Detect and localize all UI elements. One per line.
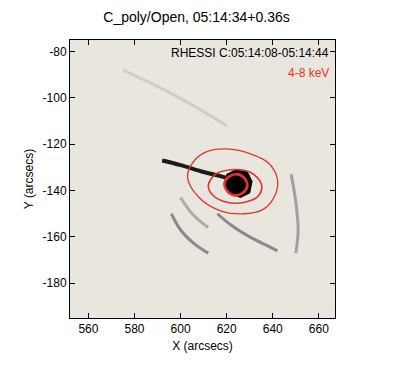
svg-text:560: 560 — [78, 322, 98, 336]
svg-text:4-8 keV: 4-8 keV — [288, 66, 329, 80]
svg-text:660: 660 — [309, 322, 329, 336]
svg-text:-120: -120 — [43, 137, 67, 151]
svg-text:-180: -180 — [43, 276, 67, 290]
svg-text:X (arcsecs): X (arcsecs) — [172, 339, 233, 353]
svg-text:-160: -160 — [43, 230, 67, 244]
svg-text:RHESSI C:05:14:08-05:14:44: RHESSI C:05:14:08-05:14:44 — [171, 46, 329, 60]
svg-text:620: 620 — [217, 322, 237, 336]
svg-text:600: 600 — [171, 322, 191, 336]
svg-text:-140: -140 — [43, 184, 67, 198]
svg-text:-80: -80 — [49, 45, 67, 59]
svg-text:Y (arcsecs): Y (arcsecs) — [22, 149, 36, 209]
svg-text:-100: -100 — [43, 91, 67, 105]
svg-text:580: 580 — [125, 322, 145, 336]
svg-text:C_poly/Open, 05:14:34+0.36s: C_poly/Open, 05:14:34+0.36s — [103, 9, 289, 25]
svg-text:640: 640 — [263, 322, 283, 336]
